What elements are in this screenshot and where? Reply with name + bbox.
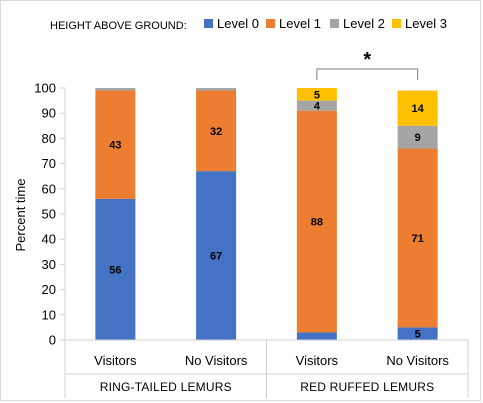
bar-segment-level-0 bbox=[196, 171, 237, 340]
bar-segment-level-2 bbox=[196, 88, 237, 91]
bar-segment-level-1 bbox=[296, 110, 337, 333]
y-tick-label: 60 bbox=[42, 181, 56, 196]
legend-label-level-3: Level 3 bbox=[405, 16, 447, 31]
y-tick-label: 30 bbox=[42, 257, 56, 272]
legend-label-level-0: Level 0 bbox=[217, 16, 259, 31]
data-label: 5 bbox=[314, 89, 320, 101]
data-label: 32 bbox=[210, 126, 222, 138]
data-label: 56 bbox=[109, 264, 121, 276]
legend-title: HEIGHT ABOVE GROUND: bbox=[50, 20, 187, 32]
y-tick-label: 40 bbox=[42, 232, 56, 247]
legend-swatch-level-0 bbox=[204, 19, 213, 28]
legend-swatch-level-1 bbox=[266, 19, 275, 28]
y-tick-label: 80 bbox=[42, 131, 56, 146]
data-label: 71 bbox=[412, 233, 424, 245]
significance-bracket bbox=[316, 68, 419, 80]
y-tick-label: 70 bbox=[42, 156, 56, 171]
y-axis: 0 10 20 30 40 50 60 70 80 90 100 bbox=[34, 81, 66, 348]
x-axis: Visitors No Visitors Visitors No Visitors RI… bbox=[64, 339, 469, 398]
data-label: 9 bbox=[415, 132, 421, 144]
data-label: 67 bbox=[210, 251, 222, 263]
bar-segment-level-2 bbox=[296, 100, 337, 111]
data-label: 4 bbox=[314, 101, 321, 113]
y-tick-label: 90 bbox=[42, 106, 56, 121]
bar-segment-level-1 bbox=[95, 90, 136, 199]
y-tick-label: 0 bbox=[49, 333, 56, 348]
y-axis-label: Percent time bbox=[13, 179, 28, 252]
data-label: 14 bbox=[412, 103, 425, 115]
data-label: 88 bbox=[311, 217, 323, 229]
legend-label-level-1: Level 1 bbox=[279, 16, 321, 31]
x-group-label: RING-TAILED LEMURS bbox=[100, 380, 232, 394]
x-category-label: Visitors bbox=[94, 353, 137, 368]
bar-segment-level-1 bbox=[196, 90, 237, 172]
y-tick-label: 10 bbox=[42, 307, 56, 322]
bar-segment-level-0 bbox=[397, 327, 438, 340]
y-tick-label: 20 bbox=[42, 282, 56, 297]
legend-swatch-level-3 bbox=[392, 19, 401, 28]
x-category-label: No Visitors bbox=[185, 353, 248, 368]
significance-annotation: * bbox=[316, 49, 419, 80]
y-tick-label: 100 bbox=[34, 81, 56, 96]
bar-segment-level-2 bbox=[95, 88, 136, 91]
bar-segment-level-1 bbox=[397, 148, 438, 328]
legend-label-level-2: Level 2 bbox=[343, 16, 385, 31]
x-category-label: No Visitors bbox=[386, 353, 449, 368]
bar-segment-level-3 bbox=[397, 90, 438, 126]
bar-segment-level-2 bbox=[397, 125, 438, 149]
bar-segment-level-0 bbox=[95, 198, 136, 340]
legend-items: Level 0 Level 1 Level 2 Level 3 bbox=[204, 16, 447, 31]
bar-segment-level-0 bbox=[296, 332, 337, 340]
legend-swatch-level-2 bbox=[330, 19, 339, 28]
x-category-label: Visitors bbox=[296, 353, 339, 368]
data-label: 5 bbox=[415, 329, 421, 341]
data-label: 43 bbox=[109, 140, 121, 152]
significance-star: * bbox=[363, 49, 371, 71]
x-group-label: RED RUFFED LEMURS bbox=[300, 380, 434, 394]
legend: HEIGHT ABOVE GROUND: Level 0 Level 1 Level… bbox=[50, 16, 447, 32]
y-tick-label: 50 bbox=[42, 207, 56, 222]
bar-segment-level-3 bbox=[296, 88, 337, 101]
